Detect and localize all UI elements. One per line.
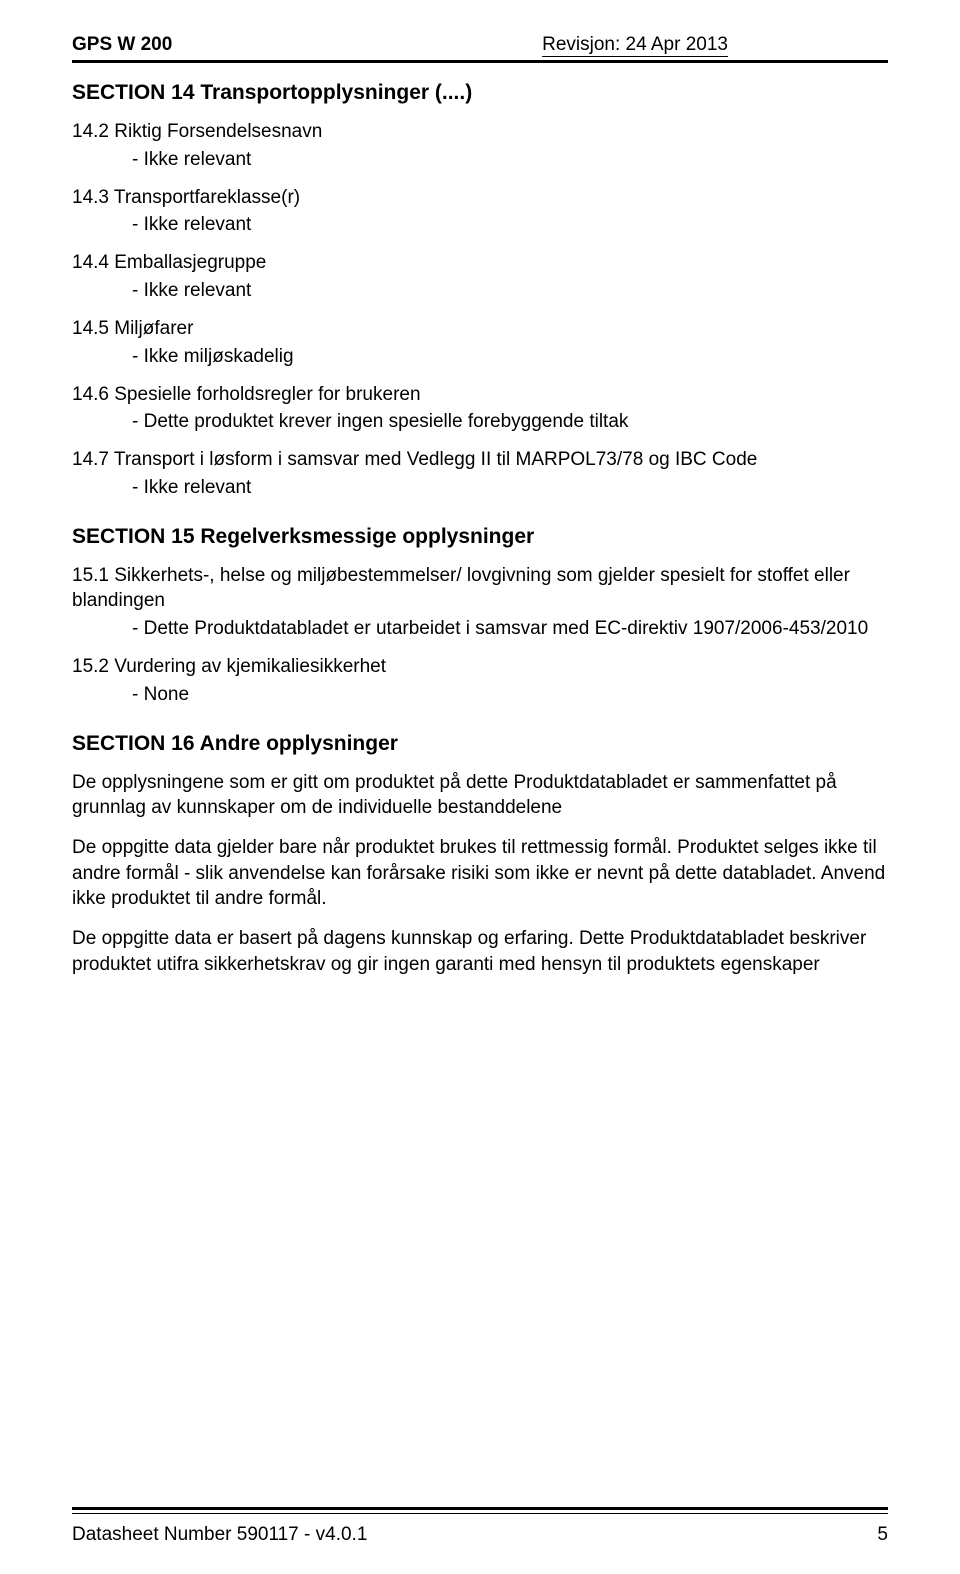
section-16-heading: SECTION 16 Andre opplysninger (72, 732, 888, 756)
section-16-para-2: De oppgitte data gjelder bare når produk… (72, 835, 888, 912)
section-14-6-title: 14.6 Spesielle forholdsregler for bruker… (72, 382, 888, 408)
page: GPS W 200 Revisjon: 24 Apr 2013 SECTION … (0, 0, 960, 1574)
section-15-2-value: None (132, 684, 888, 706)
section-14-2-title: 14.2 Riktig Forsendelsesnavn (72, 119, 888, 145)
section-14-7-value: Ikke relevant (132, 477, 888, 499)
section-14-3-value: Ikke relevant (132, 214, 888, 236)
section-16-para-3: De oppgitte data er basert på dagens kun… (72, 926, 888, 977)
section-14-3-title: 14.3 Transportfareklasse(r) (72, 185, 888, 211)
header-rule (72, 60, 888, 63)
section-15-heading: SECTION 15 Regelverksmessige opplysninge… (72, 525, 888, 549)
footer: Datasheet Number 590117 - v4.0.1 5 (72, 1503, 888, 1546)
section-14-4-title: 14.4 Emballasjegruppe (72, 250, 888, 276)
section-15-1-title: 15.1 Sikkerhets-, helse og miljøbestemme… (72, 563, 888, 614)
revision-label: Revisjon: 24 Apr 2013 (542, 34, 728, 56)
section-14-2-value: Ikke relevant (132, 149, 888, 171)
section-15-1-value: Dette Produktdatabladet er utarbeidet i … (132, 618, 888, 640)
section-16-para-1: De opplysningene som er gitt om produkte… (72, 770, 888, 821)
section-14-7-title: 14.7 Transport i løsform i samsvar med V… (72, 447, 888, 473)
section-14-5-value: Ikke miljøskadelig (132, 346, 888, 368)
page-number: 5 (877, 1524, 888, 1546)
content-area: GPS W 200 Revisjon: 24 Apr 2013 SECTION … (72, 34, 888, 1503)
section-14-heading: SECTION 14 Transportopplysninger (....) (72, 81, 888, 105)
section-14-4-value: Ikke relevant (132, 280, 888, 302)
footer-rule-thick (72, 1507, 888, 1510)
footer-rule-thin (72, 1513, 888, 1514)
section-15-2-title: 15.2 Vurdering av kjemikaliesikkerhet (72, 654, 888, 680)
document-title: GPS W 200 (72, 34, 172, 56)
section-14-6-value: Dette produktet krever ingen spesielle f… (132, 411, 888, 433)
section-14-5-title: 14.5 Miljøfarer (72, 316, 888, 342)
header-row: GPS W 200 Revisjon: 24 Apr 2013 (72, 34, 888, 56)
datasheet-number: Datasheet Number 590117 - v4.0.1 (72, 1524, 367, 1546)
footer-row: Datasheet Number 590117 - v4.0.1 5 (72, 1524, 888, 1546)
